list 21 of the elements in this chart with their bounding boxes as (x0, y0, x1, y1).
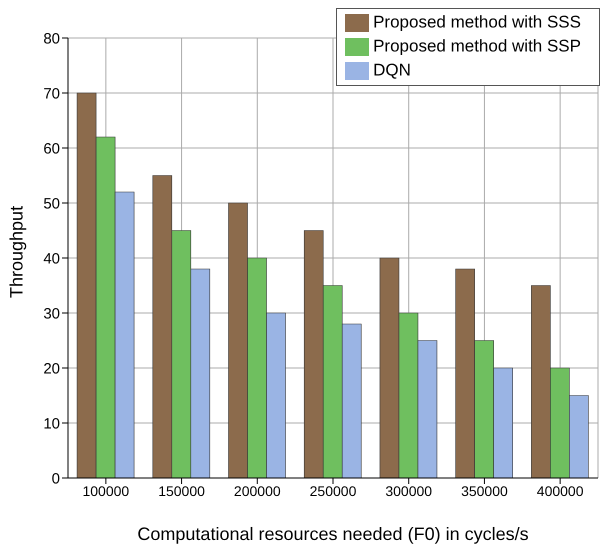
x-tick-label: 350000 (461, 482, 508, 499)
y-tick-label: 40 (43, 250, 60, 268)
x-tick-label: 200000 (234, 482, 281, 499)
y-tick-label: 50 (43, 195, 60, 212)
legend-label: DQN (373, 60, 411, 80)
x-tick-label: 250000 (310, 482, 357, 499)
x-tick-label: 100000 (82, 482, 130, 499)
legend-label: Proposed method with SSS (373, 12, 581, 32)
legend-label: Proposed method with SSP (373, 36, 581, 56)
x-tick-label: 300000 (385, 482, 432, 499)
y-tick-label: 20 (43, 360, 60, 378)
y-axis-title: Throughput (6, 206, 26, 298)
y-tick-label: 30 (43, 305, 60, 322)
y-tick-label: 60 (43, 140, 60, 158)
x-tick-label: 150000 (158, 482, 206, 499)
y-tick-label: 0 (52, 470, 60, 488)
y-tick-label: 70 (43, 85, 60, 102)
y-tick-label: 80 (43, 30, 60, 48)
y-tick-label: 10 (43, 415, 60, 432)
x-tick-label: 400000 (536, 482, 584, 499)
x-axis-title: Computational resources needed (F0) in cycles/s (137, 524, 529, 544)
